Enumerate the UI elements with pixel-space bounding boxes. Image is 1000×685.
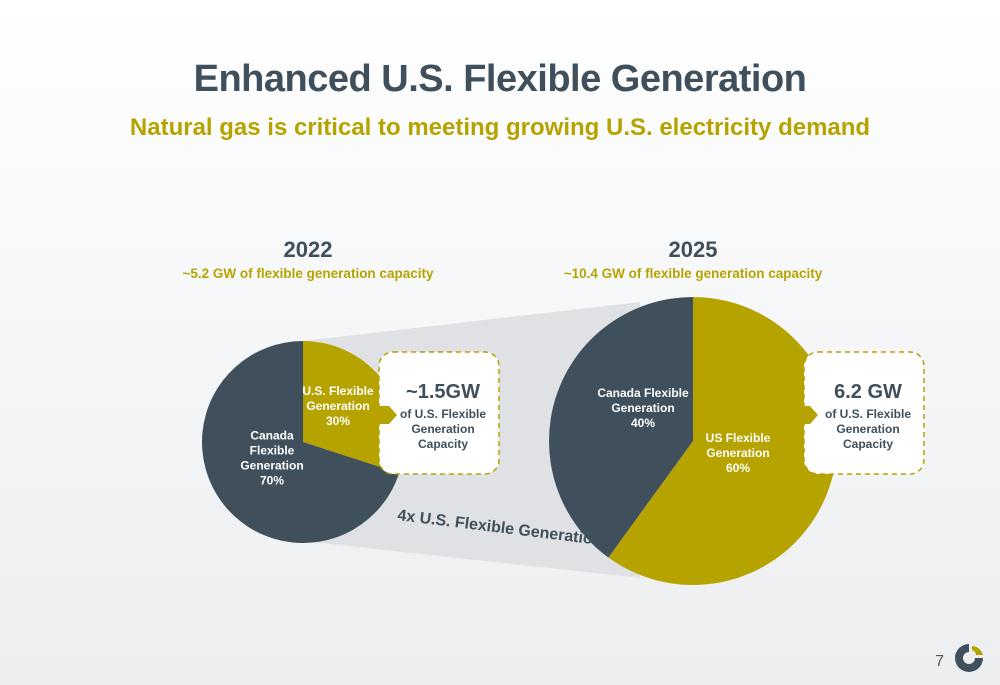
chart-2025-title: 2025 — [668, 237, 718, 262]
pie-2025-slice-1-label: Canada Flexible Generation 40% — [597, 386, 689, 430]
chart-2022-title: 2022 — [283, 237, 333, 262]
chart-2025-subtitle: ~10.4 GW of flexible generation capacity — [563, 266, 823, 281]
callout-2022-value: ~1.5GW — [406, 381, 480, 403]
callout-2025-arrow-icon — [798, 406, 818, 424]
pie-2025-slice-0 — [608, 297, 837, 585]
pie-2025-slice-0-label: US Flexible Generation 60% — [706, 431, 771, 475]
page-subtitle: Natural gas is critical to meeting growi… — [129, 114, 871, 141]
callout-2025-value: 6.2 GW — [834, 381, 902, 403]
callout-2022-arrow-icon — [377, 406, 397, 424]
pie-2022-slice-1 — [202, 341, 400, 543]
chart-2022-subtitle: ~5.2 GW of flexible generation capacity — [182, 266, 434, 281]
company-logo-icon — [955, 644, 983, 672]
pie-2022-slice-0-label: U.S. Flexible Generation 30% — [302, 384, 374, 428]
page-title: Enhanced U.S. Flexible Generation — [193, 58, 807, 100]
callout-2025-caption: of U.S. Flexible Generation Capacity — [825, 407, 911, 451]
pie-2025-slice-1 — [548, 297, 693, 558]
page-number: 7 — [935, 653, 944, 670]
pie-2022-slice-1-label: Canada Flexible Generation 70% — [240, 429, 303, 488]
callout-2022-caption: of U.S. Flexible Generation Capacity — [400, 407, 486, 451]
